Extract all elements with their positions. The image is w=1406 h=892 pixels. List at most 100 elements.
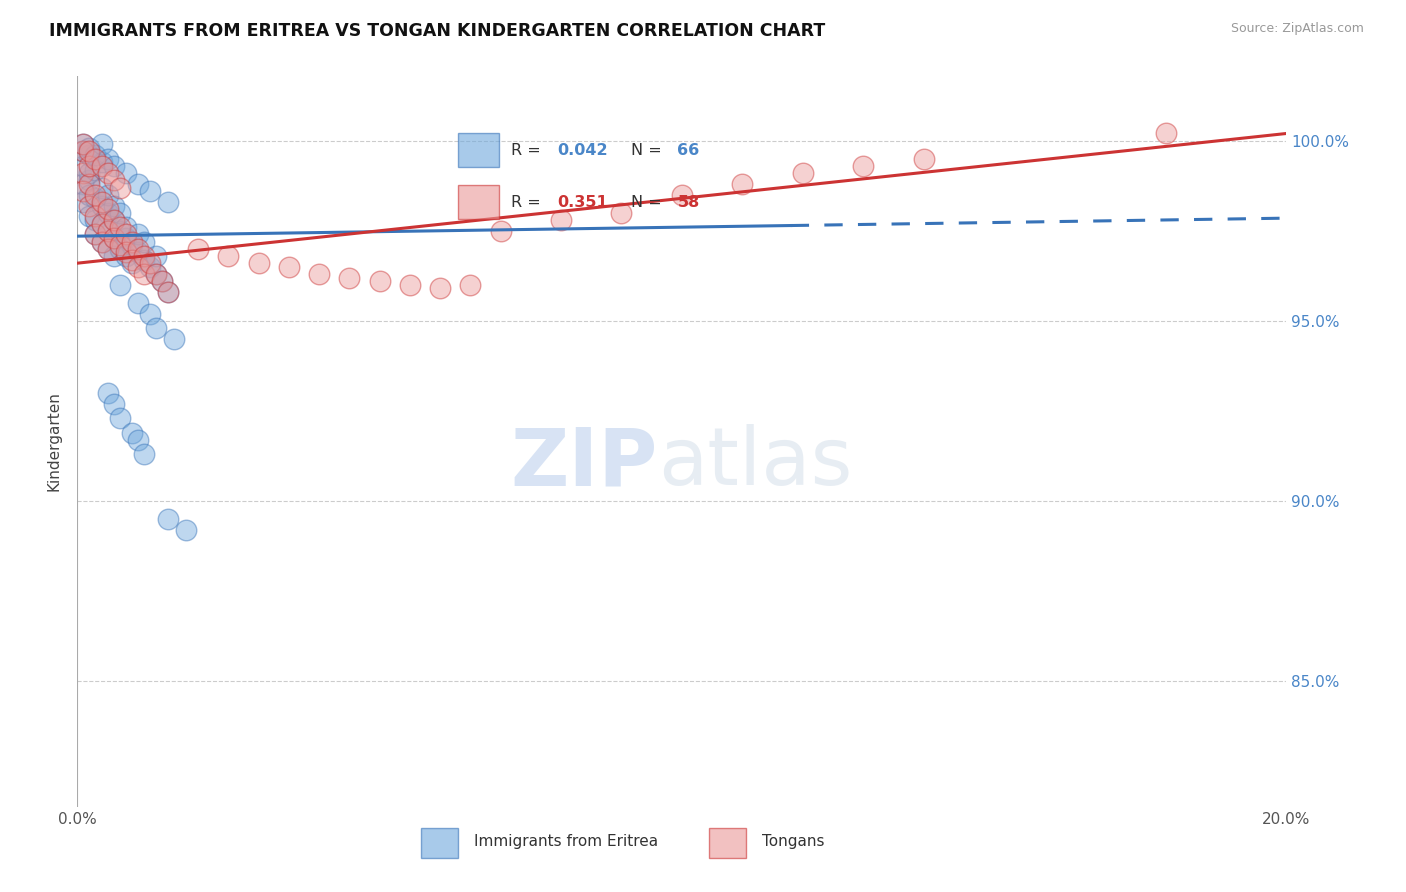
Point — [96, 187, 118, 202]
Point — [157, 194, 180, 209]
Point — [132, 235, 155, 249]
Point — [79, 141, 101, 155]
Point — [79, 145, 101, 159]
Point — [79, 159, 101, 173]
Point — [90, 217, 112, 231]
Point — [121, 252, 143, 267]
Point — [150, 274, 173, 288]
Point — [108, 220, 131, 235]
Point — [121, 238, 143, 252]
Point — [132, 249, 155, 263]
Point — [103, 198, 125, 212]
Point — [852, 159, 875, 173]
Point — [96, 205, 118, 219]
Point — [132, 447, 155, 461]
Point — [127, 295, 149, 310]
Point — [72, 145, 94, 159]
Y-axis label: Kindergarten: Kindergarten — [46, 392, 62, 491]
Point — [84, 227, 107, 242]
Point — [308, 267, 330, 281]
Point — [79, 210, 101, 224]
Point — [145, 249, 167, 263]
Point — [139, 260, 162, 274]
Point — [174, 523, 197, 537]
Point — [127, 433, 149, 447]
Point — [79, 148, 101, 162]
Point — [84, 152, 107, 166]
Point — [157, 512, 180, 526]
Point — [731, 177, 754, 191]
Point — [399, 277, 422, 292]
Point — [84, 191, 107, 205]
Point — [671, 187, 693, 202]
Point — [792, 166, 814, 180]
Text: atlas: atlas — [658, 425, 852, 502]
Point — [103, 213, 125, 227]
Point — [489, 224, 512, 238]
Point — [84, 187, 107, 202]
Point — [187, 242, 209, 256]
Point — [84, 162, 107, 177]
Point — [103, 231, 125, 245]
Point — [127, 245, 149, 260]
Point — [114, 227, 136, 242]
Point — [121, 425, 143, 440]
Point — [96, 242, 118, 256]
Point — [103, 159, 125, 173]
Point — [96, 224, 118, 238]
Point — [103, 397, 125, 411]
Point — [278, 260, 301, 274]
Point — [108, 238, 131, 252]
Point — [108, 205, 131, 219]
Point — [163, 332, 186, 346]
Point — [90, 198, 112, 212]
Point — [72, 166, 94, 180]
Point — [368, 274, 391, 288]
Point — [218, 249, 240, 263]
Point — [72, 184, 94, 198]
Point — [114, 245, 136, 260]
Point — [90, 159, 112, 173]
Point — [72, 137, 94, 152]
Point — [132, 267, 155, 281]
Point — [247, 256, 270, 270]
Point — [90, 155, 112, 169]
Point — [72, 159, 94, 173]
Point — [121, 256, 143, 270]
Point — [96, 224, 118, 238]
Point — [127, 260, 149, 274]
Point — [108, 180, 131, 194]
Point — [96, 385, 118, 400]
Point — [90, 180, 112, 194]
Point — [72, 177, 94, 191]
Point — [72, 137, 94, 152]
Point — [610, 205, 633, 219]
Point — [337, 270, 360, 285]
Point — [912, 152, 935, 166]
Point — [108, 411, 131, 425]
Point — [114, 166, 136, 180]
Point — [90, 137, 112, 152]
Point — [458, 277, 481, 292]
Point — [127, 177, 149, 191]
Point — [96, 166, 118, 180]
Point — [103, 173, 125, 187]
Point — [132, 252, 155, 267]
Point — [72, 194, 94, 209]
Point — [429, 281, 451, 295]
Point — [90, 235, 112, 249]
Point — [127, 242, 149, 256]
Point — [108, 277, 131, 292]
Point — [157, 285, 180, 299]
Point — [139, 307, 162, 321]
Point — [108, 242, 131, 256]
Point — [72, 145, 94, 159]
Point — [79, 187, 101, 202]
Text: IMMIGRANTS FROM ERITREA VS TONGAN KINDERGARTEN CORRELATION CHART: IMMIGRANTS FROM ERITREA VS TONGAN KINDER… — [49, 22, 825, 40]
Point — [84, 210, 107, 224]
Text: Source: ZipAtlas.com: Source: ZipAtlas.com — [1230, 22, 1364, 36]
Point — [114, 231, 136, 245]
Point — [108, 224, 131, 238]
Point — [139, 256, 162, 270]
Point — [114, 249, 136, 263]
